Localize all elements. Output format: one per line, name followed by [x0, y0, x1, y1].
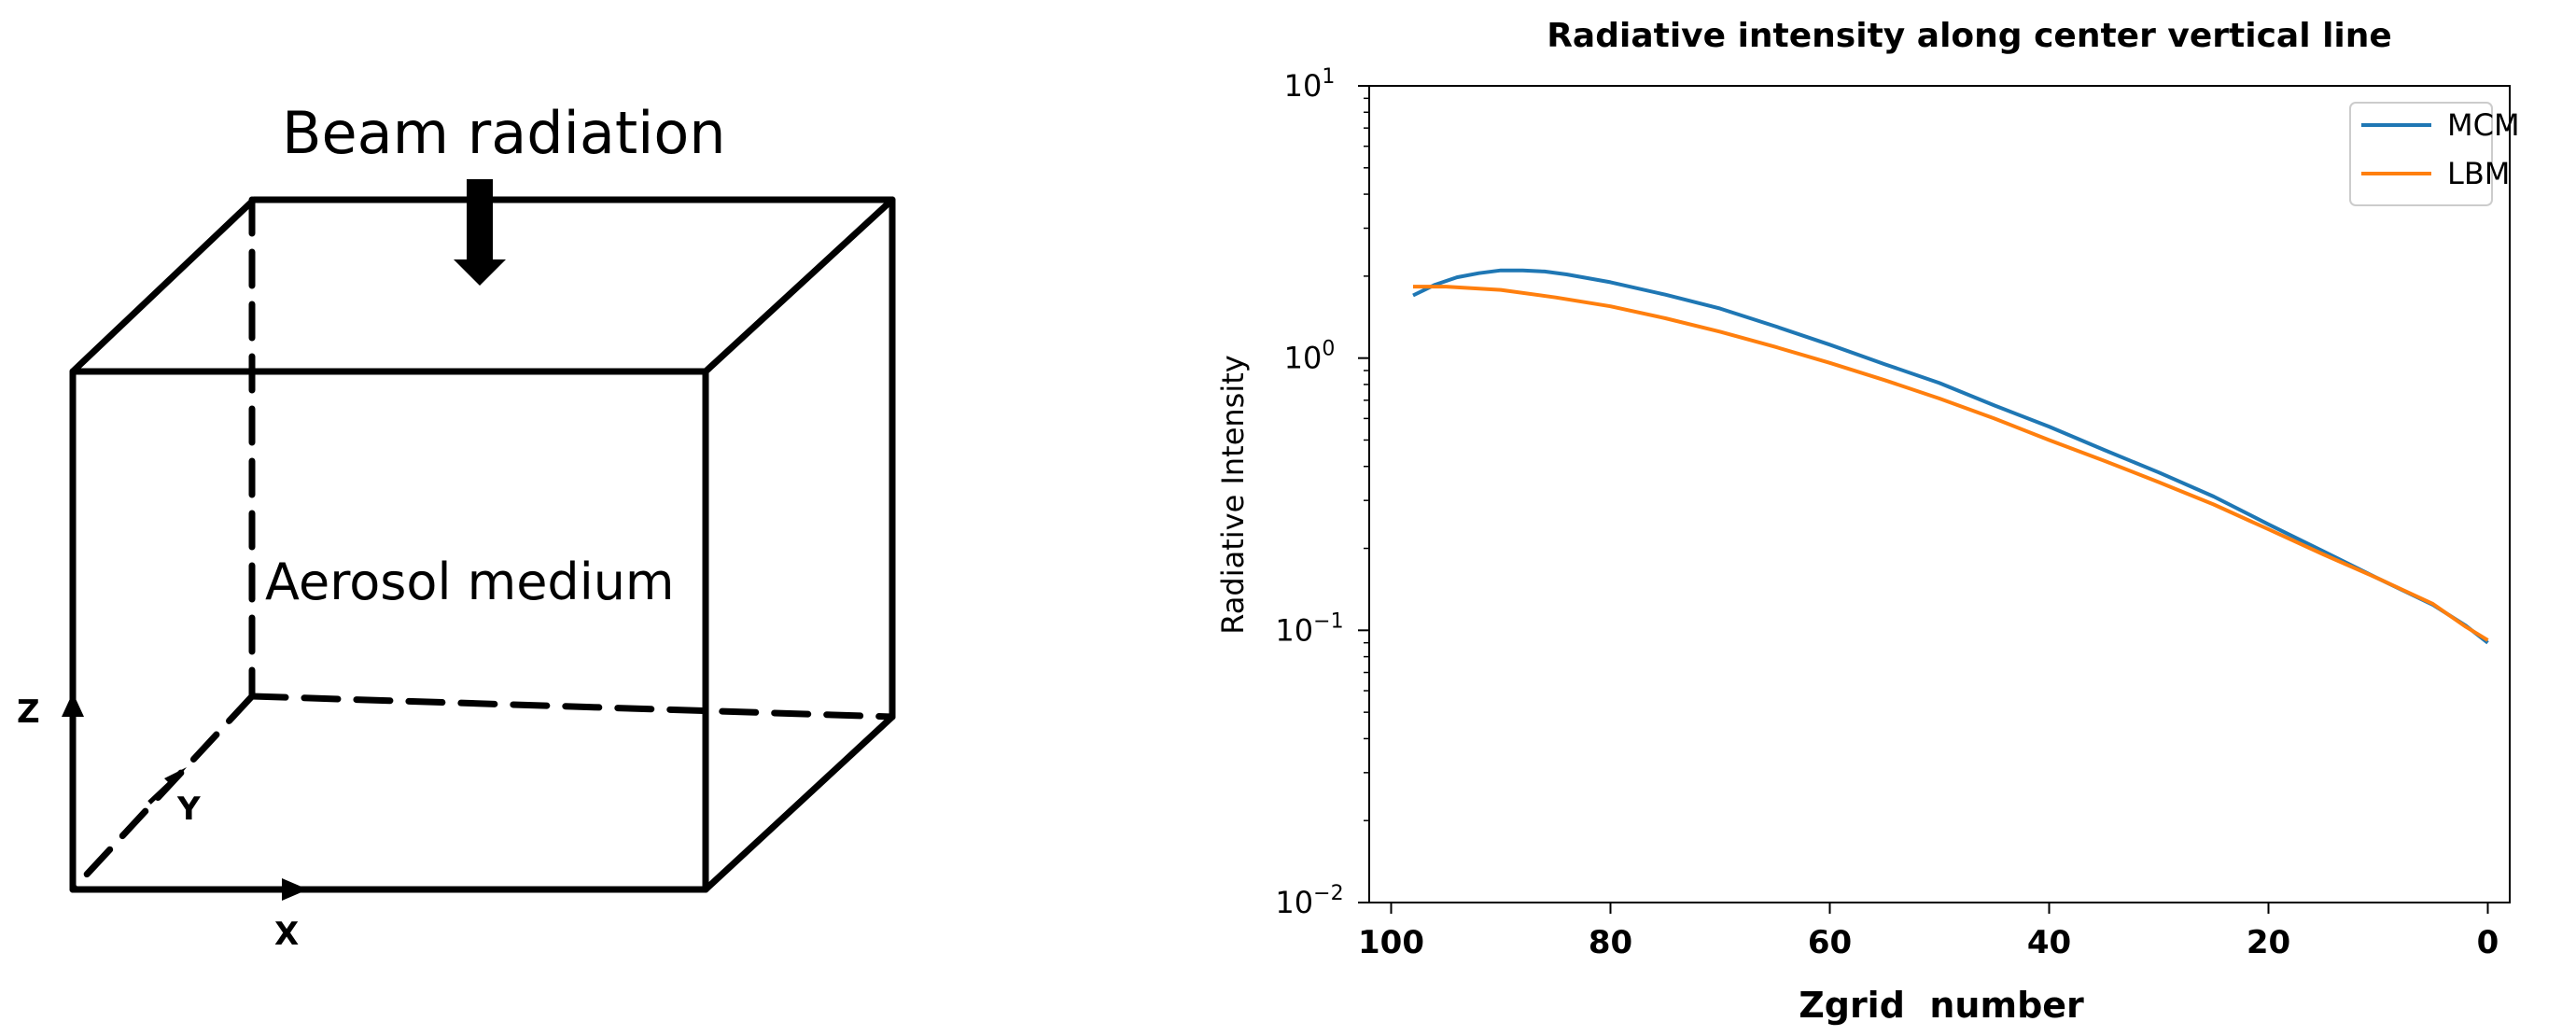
- chart-title: Radiative intensity along center vertica…: [1547, 17, 2392, 55]
- series-layer: [1412, 268, 2489, 645]
- y-axis-label: Y: [176, 791, 201, 828]
- y-tick-label: 101: [1284, 65, 1336, 104]
- medium-label: Aerosol medium: [265, 553, 675, 611]
- beam-label: Beam radiation: [282, 99, 726, 167]
- x-tick-label: 80: [1589, 924, 1632, 961]
- x-tick-label: 100: [1358, 924, 1424, 961]
- x-tick-label: 60: [1808, 924, 1852, 961]
- y-tick-label: 10−2: [1275, 882, 1343, 920]
- beam-arrow: [454, 179, 506, 286]
- x-axis-label: X: [274, 916, 299, 953]
- z-axis-label: Z: [17, 693, 40, 731]
- x-tick-label: 20: [2247, 924, 2290, 961]
- legend: MCM LBM: [2349, 102, 2520, 206]
- plot-frame: [1368, 85, 2511, 903]
- series-line-lbm: [1413, 285, 2489, 642]
- legend-label-lbm: LBM: [2447, 156, 2510, 191]
- legend-label-mcm: MCM: [2447, 107, 2520, 143]
- y-axis-title: Radiative Intensity: [1215, 355, 1251, 634]
- x-tick-label: 40: [2027, 924, 2071, 961]
- x-axis-arrow: [282, 878, 308, 901]
- cube-front-face: [69, 368, 709, 893]
- y-axis-arrow: [147, 767, 187, 805]
- y-tick-label: 10−1: [1275, 609, 1343, 648]
- x-tick-label: 0: [2477, 924, 2499, 961]
- x-axis-title: Zgrid number: [1799, 985, 2084, 1026]
- cube-hidden-back-edge: [248, 693, 896, 721]
- y-axis-ticks: 101 100 10−1 10−2: [1275, 65, 1369, 920]
- series-line-mcm: [1412, 268, 2489, 645]
- cube-diagram: [69, 196, 896, 893]
- z-axis-arrow: [62, 693, 84, 717]
- cube-right-bottom-edge: [702, 713, 896, 893]
- y-tick-label: 100: [1284, 338, 1336, 376]
- x-axis-ticks: 100 80 60 40 20 0: [1358, 903, 2499, 961]
- legend-box: [2349, 102, 2493, 206]
